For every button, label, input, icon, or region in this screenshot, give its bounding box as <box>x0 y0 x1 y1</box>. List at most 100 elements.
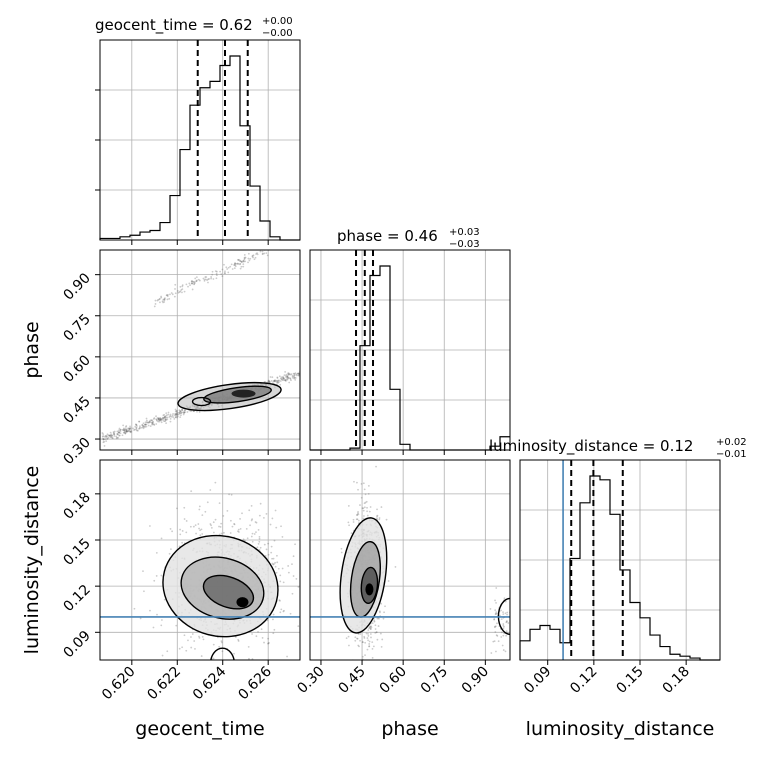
sample-point <box>160 419 162 422</box>
sample-point <box>286 375 289 378</box>
sample-point <box>281 536 284 538</box>
x-tick-label: 0.620 <box>99 664 139 704</box>
sample-point <box>272 632 275 635</box>
y-tick-label: 0.09 <box>60 628 93 661</box>
sample-point <box>270 551 273 554</box>
sample-point <box>153 305 156 308</box>
sample-point <box>155 415 157 418</box>
sample-point <box>201 636 204 638</box>
sample-point <box>125 428 128 431</box>
sample-point <box>150 419 153 422</box>
sample-point <box>138 420 141 423</box>
sample-point <box>242 260 245 263</box>
sample-point <box>312 549 314 551</box>
density-contour <box>236 597 249 608</box>
sample-point <box>158 297 161 300</box>
sample-point <box>175 409 178 412</box>
sample-point <box>218 502 221 505</box>
sample-point <box>169 413 172 416</box>
sample-point <box>122 428 125 431</box>
sample-point <box>102 437 104 440</box>
sample-point <box>161 654 164 657</box>
sample-point <box>493 618 496 620</box>
sample-point <box>128 427 131 430</box>
sample-point <box>495 602 497 604</box>
sample-point <box>260 628 263 631</box>
sample-point <box>160 537 163 540</box>
sample-point <box>366 648 369 651</box>
sample-point <box>145 421 148 424</box>
sample-point <box>236 262 238 265</box>
sample-point <box>220 522 223 525</box>
sample-point <box>276 561 279 564</box>
sample-point <box>297 374 300 377</box>
sample-point <box>133 429 135 431</box>
sample-point <box>170 292 173 294</box>
sample-point <box>258 535 261 538</box>
sample-point <box>285 376 288 379</box>
sample-point <box>360 482 363 485</box>
sample-point <box>257 663 259 665</box>
sample-point <box>102 433 105 436</box>
sample-point <box>374 624 377 627</box>
sample-point <box>265 512 268 515</box>
sample-point <box>177 291 180 294</box>
sample-point <box>125 430 128 433</box>
density-contour <box>162 534 279 638</box>
sample-point <box>256 252 258 255</box>
sample-point <box>348 644 350 647</box>
sample-point <box>292 372 295 375</box>
sample-point <box>510 628 512 630</box>
sample-point <box>286 655 288 658</box>
sample-point <box>156 613 158 616</box>
sample-point <box>237 258 239 261</box>
sample-point <box>374 628 377 630</box>
sample-point <box>239 267 242 270</box>
sample-point <box>244 256 247 259</box>
sample-point <box>243 254 246 256</box>
sample-point <box>251 518 254 521</box>
sample-point <box>347 521 350 524</box>
sample-point <box>171 293 174 296</box>
sample-point <box>210 277 213 280</box>
sample-point <box>174 408 177 411</box>
sample-point <box>160 418 163 421</box>
sample-point <box>273 380 276 382</box>
sample-point <box>361 641 364 644</box>
sample-point <box>347 635 350 638</box>
sample-point <box>159 418 162 421</box>
sample-point <box>178 291 181 294</box>
sample-point <box>176 290 179 292</box>
sample-point <box>106 438 109 440</box>
sample-point <box>226 268 229 270</box>
sample-point <box>229 532 232 534</box>
sample-point <box>124 432 127 435</box>
sample-point <box>193 282 196 285</box>
sample-point <box>145 419 148 422</box>
sample-point <box>223 263 225 266</box>
sample-point <box>190 410 192 413</box>
sample-point <box>287 377 290 379</box>
sample-point <box>286 375 289 378</box>
density-contour <box>360 566 379 605</box>
sample-point <box>506 611 509 614</box>
sample-point <box>161 300 164 303</box>
sample-point <box>198 508 201 511</box>
sample-point <box>225 266 228 269</box>
sample-point <box>240 261 243 263</box>
sample-point <box>152 420 154 423</box>
sample-point <box>152 421 155 424</box>
sample-point <box>118 434 120 437</box>
sample-point <box>255 531 257 534</box>
sample-point <box>501 644 504 647</box>
density-contour <box>191 396 212 407</box>
sample-point <box>378 610 381 613</box>
sample-point <box>505 621 508 624</box>
sample-point <box>164 297 166 300</box>
sample-point <box>160 295 162 298</box>
sample-point <box>280 525 282 528</box>
sample-point <box>293 376 296 379</box>
sample-point <box>122 431 125 434</box>
sample-point <box>237 528 240 531</box>
sample-point <box>282 377 284 379</box>
